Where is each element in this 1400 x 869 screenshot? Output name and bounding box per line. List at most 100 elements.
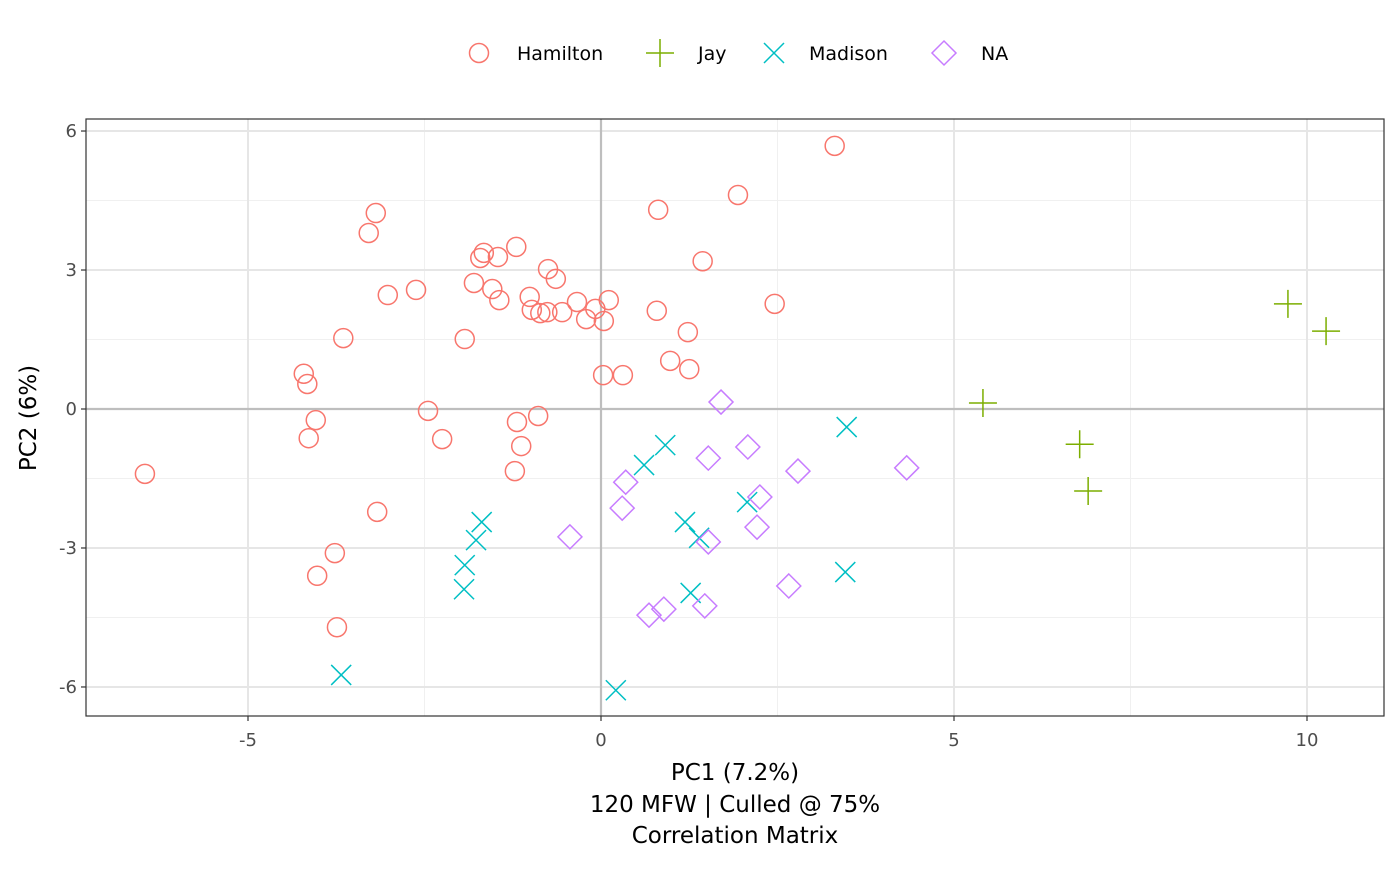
point-madison	[453, 578, 475, 600]
point-hamilton	[530, 302, 551, 324]
point-na	[695, 528, 722, 556]
point-na	[775, 572, 802, 600]
point-madison	[633, 454, 655, 476]
point-hamilton	[463, 272, 485, 294]
point-hamilton	[521, 299, 543, 321]
point-na	[893, 454, 920, 481]
point-hamilton	[405, 279, 427, 301]
legend: Hamilton Jay Madison NA	[468, 39, 1008, 67]
series-madison	[330, 416, 858, 701]
plot-panel	[86, 119, 1384, 716]
point-hamilton	[293, 363, 315, 385]
legend-key-madison	[763, 42, 785, 64]
axes: -5 0 5 10 -6 -3 0 3 6	[59, 121, 1318, 751]
y-tick-label: -3	[59, 538, 77, 559]
point-hamilton	[333, 327, 354, 349]
x-axis-title-line-3: Correlation Matrix	[632, 823, 839, 849]
point-madison	[736, 491, 758, 513]
point-hamilton	[324, 542, 346, 564]
point-hamilton	[510, 435, 532, 457]
point-hamilton	[506, 236, 527, 258]
point-madison	[654, 434, 676, 456]
point-jay	[1312, 317, 1341, 346]
point-hamilton	[566, 291, 588, 313]
point-madison	[465, 529, 487, 551]
point-hamilton	[326, 616, 348, 638]
x-tick-label: -5	[239, 730, 257, 751]
point-hamilton	[454, 328, 475, 350]
point-madison	[330, 664, 352, 686]
point-na	[556, 523, 583, 550]
point-madison	[836, 416, 858, 438]
point-jay	[968, 388, 997, 417]
point-hamilton	[519, 286, 540, 308]
point-madison	[454, 554, 476, 576]
point-na	[635, 602, 663, 629]
point-hamilton	[417, 400, 439, 422]
point-hamilton	[473, 242, 495, 264]
grid	[86, 119, 1384, 716]
point-hamilton	[305, 409, 327, 431]
point-madison	[680, 582, 702, 604]
legend-key-na	[930, 39, 958, 67]
point-hamilton	[592, 364, 614, 386]
y-tick-label: 6	[66, 121, 77, 142]
series-hamilton	[134, 135, 845, 638]
point-hamilton	[489, 289, 510, 311]
point-na	[784, 458, 812, 485]
point-hamilton	[298, 427, 319, 449]
point-hamilton	[679, 358, 700, 380]
point-hamilton	[612, 364, 634, 386]
legend-label-na: NA	[981, 43, 1008, 65]
series-na	[556, 388, 920, 629]
point-hamilton	[306, 565, 328, 587]
x-axis-title-line-2: 120 MFW | Culled @ 75%	[590, 792, 880, 818]
y-tick-label: -6	[59, 677, 77, 698]
point-hamilton	[593, 310, 615, 332]
point-jay	[1074, 477, 1103, 506]
y-axis-title: PC2 (6%)	[16, 365, 42, 471]
point-jay	[1065, 430, 1094, 459]
point-hamilton	[134, 463, 156, 485]
point-na	[691, 592, 718, 619]
point-hamilton	[431, 428, 453, 450]
point-hamilton	[646, 300, 668, 322]
point-na	[707, 388, 735, 416]
series-jay	[968, 289, 1341, 506]
point-na	[650, 596, 677, 623]
point-na	[612, 469, 639, 496]
x-tick-label: 10	[1296, 730, 1319, 751]
point-madison	[674, 511, 696, 533]
point-jay	[1273, 289, 1302, 318]
point-madison	[834, 561, 856, 583]
x-tick-label: 5	[948, 730, 959, 751]
legend-key-hamilton	[468, 42, 490, 64]
point-hamilton	[545, 268, 567, 290]
point-hamilton	[551, 301, 573, 323]
legend-key-jay	[646, 39, 674, 67]
point-na	[734, 433, 761, 461]
point-hamilton	[727, 184, 749, 206]
x-tick-label: 0	[595, 730, 606, 751]
point-hamilton	[537, 301, 558, 323]
point-hamilton	[764, 293, 785, 315]
point-hamilton	[824, 135, 845, 157]
plot-border	[85, 118, 1385, 717]
data-points	[134, 135, 1341, 701]
point-hamilton	[487, 246, 509, 268]
point-hamilton	[377, 284, 399, 306]
legend-label-jay: Jay	[697, 43, 727, 65]
point-na	[743, 514, 771, 541]
legend-label-madison: Madison	[809, 43, 888, 65]
y-tick-label: 3	[66, 260, 77, 281]
point-na	[746, 483, 773, 511]
point-hamilton	[504, 460, 526, 482]
point-hamilton	[677, 321, 699, 343]
x-axis-title-line-1: PC1 (7.2%)	[671, 760, 799, 786]
point-hamilton	[659, 350, 681, 372]
point-hamilton	[482, 278, 503, 300]
point-madison	[471, 511, 493, 533]
point-hamilton	[692, 250, 713, 272]
point-na	[695, 445, 722, 472]
point-madison	[605, 679, 627, 701]
